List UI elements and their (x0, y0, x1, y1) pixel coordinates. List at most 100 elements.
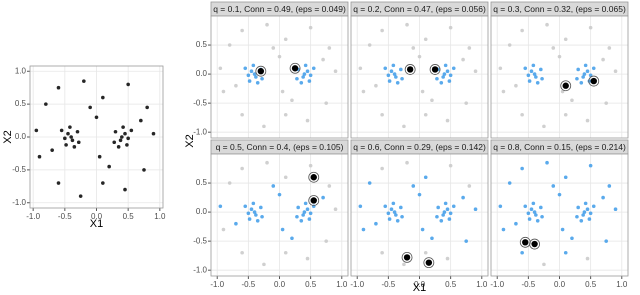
point (447, 217, 452, 221)
plot-border (29, 65, 164, 209)
point (324, 239, 329, 243)
point (78, 194, 83, 198)
point (75, 129, 80, 134)
point (234, 221, 238, 226)
point (439, 219, 444, 223)
point (295, 76, 299, 81)
highlight-ring (401, 252, 413, 263)
highlight-ring (255, 65, 267, 77)
point (417, 192, 422, 197)
point (445, 118, 450, 123)
y-tick-label: 0.0 (15, 132, 27, 141)
point (243, 66, 248, 71)
x-tick-label: 0.5 (445, 280, 457, 289)
point (439, 81, 444, 85)
point (308, 211, 313, 216)
point (532, 210, 537, 214)
point (464, 239, 469, 243)
point (380, 250, 384, 255)
point (613, 69, 618, 73)
point (259, 205, 263, 210)
point (395, 219, 400, 223)
x-axis-label: X1 (90, 218, 103, 230)
point (581, 213, 585, 217)
point (358, 204, 363, 209)
point (260, 214, 264, 219)
point (402, 124, 406, 129)
point (333, 207, 338, 211)
point (116, 145, 121, 149)
y-tick-label: -0.5 (193, 236, 207, 245)
point (227, 181, 232, 185)
highlight-ring (404, 64, 416, 75)
plot-border (350, 15, 489, 139)
x-tick-label: -1.0 (490, 280, 504, 289)
point (498, 66, 503, 71)
point (535, 219, 540, 223)
point (218, 204, 223, 209)
point (389, 69, 394, 73)
highlight-point (531, 240, 538, 248)
y-tick-label: -1.0 (193, 265, 207, 274)
point (383, 204, 388, 209)
point (129, 128, 134, 133)
point (445, 256, 450, 261)
panel-title: q = 0.5, Conn = 0.4, (eps = 0.105) (216, 142, 344, 152)
highlight-point (431, 66, 439, 73)
point (277, 192, 282, 197)
point (387, 217, 392, 221)
point (254, 75, 258, 79)
point (529, 69, 534, 73)
point (532, 72, 537, 76)
point (540, 76, 544, 81)
point (520, 112, 524, 117)
x-tick-label: 1.0 (154, 212, 166, 221)
point (442, 210, 447, 214)
point (280, 227, 285, 232)
point (576, 205, 580, 210)
point (579, 81, 584, 85)
highlight-ring (588, 75, 600, 87)
point (271, 184, 276, 188)
point (545, 22, 549, 27)
y-tick-label: 1.0 (15, 66, 27, 75)
point (283, 37, 288, 42)
point (64, 143, 68, 147)
point (527, 217, 532, 221)
point (280, 89, 285, 94)
point (399, 67, 403, 72)
y-tick-label: 0.0 (196, 69, 208, 78)
point (76, 140, 81, 145)
point (251, 201, 256, 206)
point (588, 25, 593, 30)
point (333, 69, 338, 73)
point (402, 262, 406, 267)
point (243, 204, 248, 209)
point (461, 195, 465, 200)
panel-title: q = 0.6, Conn = 0.29, (eps = 0.142) (353, 142, 486, 152)
point (435, 214, 439, 219)
point (221, 227, 226, 232)
highlight-point (425, 259, 433, 266)
point (374, 221, 378, 226)
point (151, 131, 156, 136)
point (247, 79, 252, 83)
point (498, 204, 503, 209)
point (125, 143, 129, 147)
point (526, 211, 531, 216)
x-tick-label: 0.5 (585, 280, 597, 289)
point (383, 66, 388, 71)
point (123, 131, 127, 136)
point (451, 204, 456, 209)
point (588, 163, 593, 168)
point (467, 46, 472, 50)
point (570, 236, 574, 241)
point (389, 207, 394, 211)
point (527, 79, 532, 83)
point (283, 175, 288, 180)
point (305, 256, 310, 261)
point (607, 184, 612, 188)
point (583, 201, 588, 206)
point (302, 210, 307, 214)
y-axis-label: X2 (184, 134, 196, 147)
